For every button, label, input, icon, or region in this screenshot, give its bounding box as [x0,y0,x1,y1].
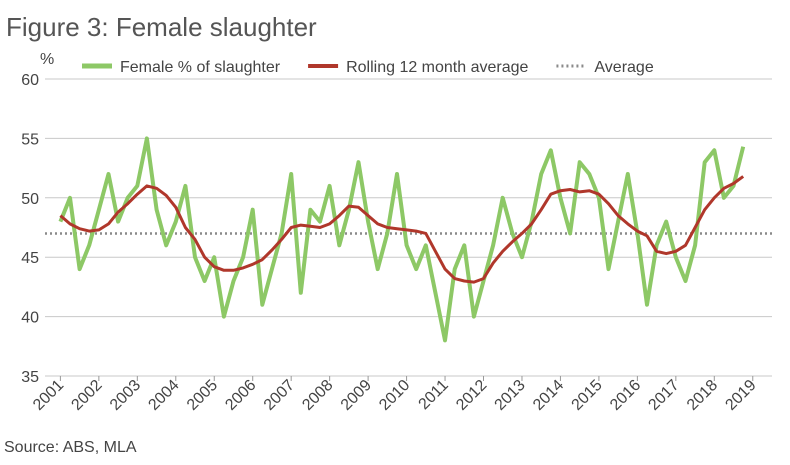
x-tick-label: 2019 [722,377,759,414]
source: Source: ABS, MLA [4,439,137,456]
y-tick-label: 35 [21,369,39,386]
y-tick-label: 40 [21,310,39,327]
y-tick-label: 60 [21,72,39,89]
x-tick-label: 2009 [338,377,375,414]
y-axis-label: % [40,51,54,68]
x-tick-label: 2005 [184,377,221,414]
x-tick-label: 2004 [145,377,182,414]
x-tick-label: 2006 [222,377,259,414]
series-line [58,136,746,343]
chart-title: Figure 3: Female slaughter [6,12,317,42]
x-tick-label: 2003 [107,377,144,414]
x-tick-label: 2018 [684,377,721,414]
x-tick-label: 2007 [261,377,298,414]
x-tick-label: 2012 [453,377,490,414]
y-tick-label: 45 [21,250,39,267]
series-line [59,175,745,284]
x-tick-label: 2008 [299,377,336,414]
x-tick-label: 2002 [68,377,105,414]
x-tick-label: 2014 [530,377,567,414]
y-tick-label: 50 [21,191,39,208]
x-tick-label: 2016 [607,377,644,414]
x-tick-label: 2015 [569,377,606,414]
x-tick-label: 2011 [416,377,452,413]
x-tick-label: 2013 [492,377,529,414]
legend-label: Rolling 12 month average [346,59,528,76]
x-tick-label: 2017 [645,377,682,414]
legend-label: Average [594,59,653,76]
y-tick-label: 55 [21,131,39,148]
legend-label: Female % of slaughter [120,59,281,76]
x-tick-label: 2010 [376,377,413,414]
